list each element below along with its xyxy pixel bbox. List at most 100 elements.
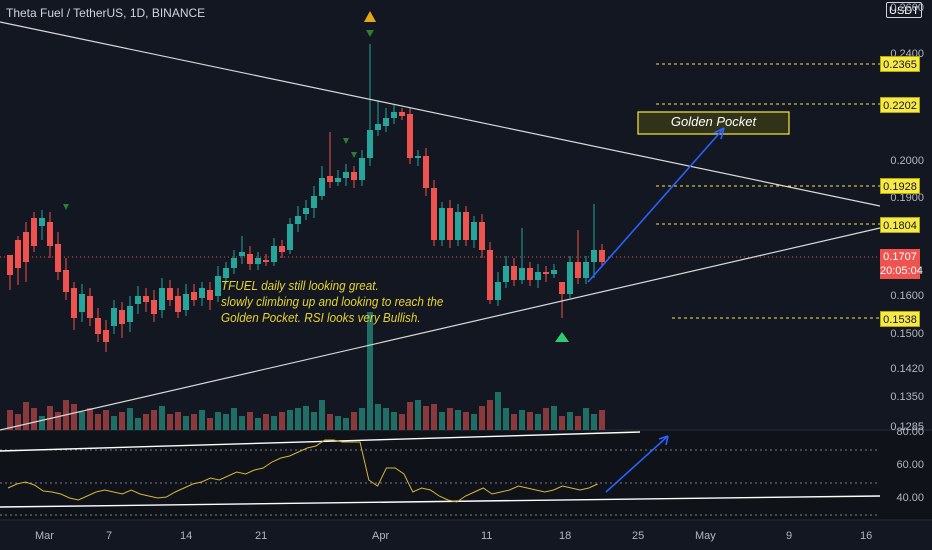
candle (199, 288, 205, 298)
volume-bar (7, 410, 13, 430)
rsi-background (0, 430, 932, 520)
volume-bar (535, 414, 541, 430)
candle (95, 318, 101, 334)
candle (287, 224, 293, 250)
candle (535, 272, 541, 280)
drawings (0, 11, 881, 493)
time-axis-label: 21 (255, 530, 268, 542)
arrow-head (713, 127, 725, 140)
volume-bar (183, 416, 189, 430)
candle (375, 124, 381, 130)
warning-icon (364, 11, 376, 22)
candle (183, 294, 189, 310)
volume-bar (207, 418, 213, 430)
down-triangle-icon (351, 152, 357, 158)
candle (343, 172, 349, 178)
candle (79, 294, 85, 312)
volume-bar (111, 416, 117, 430)
level-tag: 0.1804 (880, 217, 920, 233)
volume-bar (471, 414, 477, 430)
price-axis-label: 0.1420 (890, 363, 924, 375)
volume-bar (399, 414, 405, 430)
candle (431, 188, 437, 240)
volume-bar (591, 414, 597, 430)
projection-arrow (587, 127, 725, 283)
volume-bar (295, 408, 301, 430)
candle (367, 130, 373, 158)
volume-bar (247, 412, 253, 430)
candle (191, 292, 197, 300)
candle (15, 240, 21, 268)
note-line: TFUEL daily still looking great. (221, 278, 379, 293)
volume-bar (311, 412, 317, 430)
time-axis-label: 25 (632, 530, 645, 542)
volume-bar (287, 410, 293, 430)
price-axis-label: 0.1285 (890, 421, 924, 433)
candle (215, 276, 221, 296)
candle (527, 268, 533, 280)
candle (519, 268, 525, 280)
volume-bar (463, 412, 469, 430)
lower-trend-line (0, 227, 881, 431)
rsi-axis-label: 60.00 (896, 459, 924, 471)
volume-bar (439, 412, 445, 430)
candle (327, 176, 333, 182)
note-line: Golden Pocket. RSI looks very Bullish. (221, 310, 421, 325)
volume-bar (583, 408, 589, 430)
golden-pocket-label: Golden Pocket (670, 114, 757, 129)
candle (567, 262, 573, 294)
candle (119, 310, 125, 324)
candle (455, 212, 461, 240)
candle (151, 300, 157, 314)
time-axis-label: May (695, 530, 716, 542)
currency-button[interactable]: USDT (886, 2, 922, 18)
volume-bar (415, 400, 421, 430)
volume-bar (175, 412, 181, 430)
candle (31, 218, 37, 246)
candle (407, 114, 413, 158)
candle (87, 296, 93, 318)
down-triangle-icon (366, 30, 374, 37)
volume-bar (23, 402, 29, 430)
down-triangle-icon (63, 204, 69, 210)
analysis-note: TFUEL daily still looking great. slowly … (221, 278, 455, 326)
candle (63, 270, 69, 292)
level-tag: 0.1538 (880, 311, 920, 327)
rsi-axis-label: 40.00 (896, 492, 924, 504)
candle (591, 250, 597, 262)
candle (503, 266, 509, 282)
candle (295, 216, 301, 224)
volume-bar (503, 408, 509, 430)
volume-bar (423, 406, 429, 430)
candle (495, 282, 501, 300)
candle (551, 270, 557, 274)
volume-bar (543, 408, 549, 430)
volume-bar (271, 416, 277, 430)
volume-bar (159, 406, 165, 430)
volume-bar (495, 392, 501, 430)
current-price-tag: 0.1707 (880, 249, 920, 265)
candle (359, 158, 365, 180)
volume-bar (239, 416, 245, 430)
volume-bar (199, 410, 205, 430)
candle (263, 260, 269, 262)
volume-bar (343, 418, 349, 430)
volume-bar (87, 408, 93, 430)
volume-bar (95, 414, 101, 430)
volume-bar (327, 414, 333, 430)
countdown-tag: 20:05:04 (880, 263, 923, 279)
candles (7, 44, 605, 352)
candle (55, 244, 61, 272)
candle (39, 218, 45, 226)
volume-bar (215, 412, 221, 430)
volume-bar (319, 400, 325, 430)
volume-bar (279, 412, 285, 430)
rsi-upper-trend (0, 431, 641, 452)
candle (351, 172, 357, 180)
volume-bar (263, 414, 269, 430)
candle (511, 266, 517, 280)
volume-bar (127, 408, 133, 430)
candle (471, 222, 477, 240)
time-axis-label: 7 (106, 530, 113, 542)
